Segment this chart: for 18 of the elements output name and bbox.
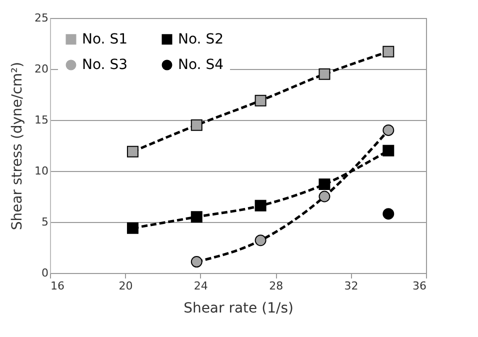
x-tick-label: 36 (412, 280, 426, 292)
x-tick-label: 24 (194, 280, 208, 292)
y-tick-label: 0 (42, 266, 48, 280)
legend-label: No. S3 (82, 57, 128, 73)
x-tick-label: 28 (269, 280, 284, 292)
legend-label: No. S4 (178, 57, 224, 73)
x-tick-label: 20 (118, 280, 133, 292)
legend-label: No. S2 (178, 31, 224, 48)
y-axis-title: Shear stress (dyne/cm²) (10, 62, 26, 230)
legend-label: No. S1 (82, 31, 128, 48)
x-axis-title: Shear rate (1/s) (184, 300, 294, 316)
y-tick-label: 5 (42, 216, 48, 228)
y-tick-label: 10 (34, 164, 48, 178)
y-tick-label: 20 (34, 62, 48, 76)
x-tick-label: 16 (50, 280, 64, 292)
y-tick-label: 15 (34, 114, 48, 126)
y-tick-label: 25 (34, 12, 48, 24)
x-tick-label: 32 (344, 280, 358, 292)
